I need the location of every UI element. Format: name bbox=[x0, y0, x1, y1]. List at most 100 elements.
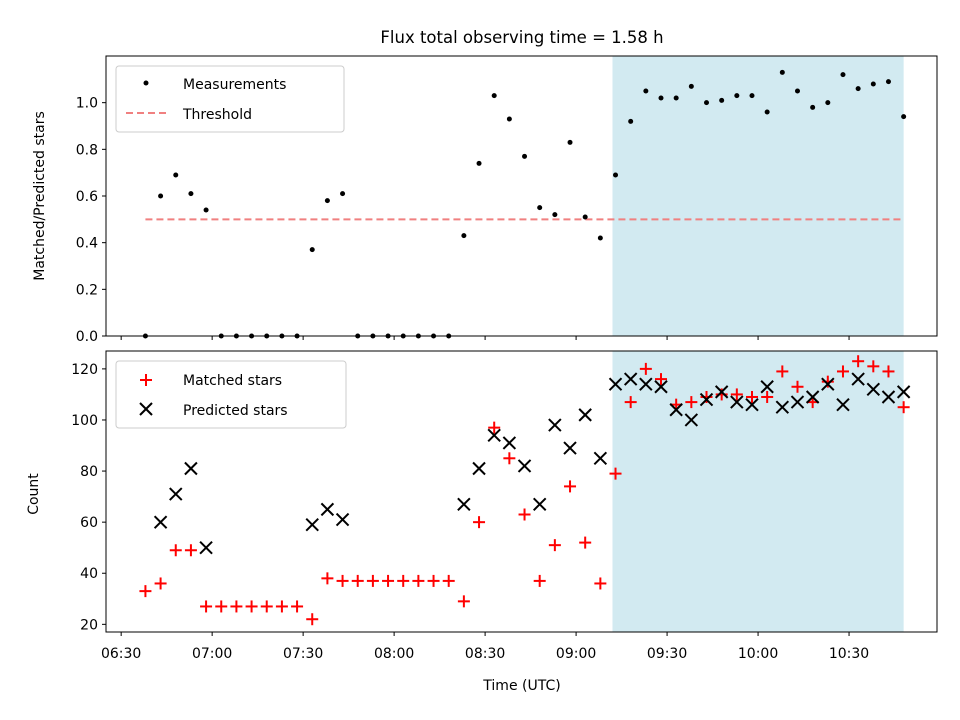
matched-star-point bbox=[473, 516, 486, 529]
matched-star-point bbox=[548, 539, 561, 552]
measurement-point bbox=[885, 79, 891, 85]
measurement-point bbox=[688, 83, 694, 89]
predicted-star-point bbox=[775, 400, 790, 414]
count-axes-frame bbox=[105, 350, 938, 633]
measurement-point bbox=[188, 191, 194, 197]
predicted-star-point bbox=[730, 395, 744, 409]
measurement-point bbox=[901, 114, 907, 120]
measurement-point bbox=[613, 172, 619, 178]
measurement-point bbox=[537, 205, 543, 211]
legend-predicted-label: Predicted stars bbox=[183, 403, 288, 419]
count-panel: 20 40 60 80 100 120 06:30 07:00 07:30 08:00 08:30… bbox=[26, 350, 938, 694]
legend-matched-marker bbox=[140, 374, 152, 386]
predicted-star-point bbox=[669, 403, 683, 417]
predicted-star-point bbox=[184, 461, 198, 476]
measurement-point bbox=[658, 95, 664, 101]
predicted-star-point bbox=[153, 515, 168, 529]
measurement-point bbox=[794, 88, 800, 94]
matched-star-point bbox=[594, 577, 607, 590]
matched-star-point bbox=[230, 600, 243, 613]
measurement-point bbox=[309, 247, 315, 253]
predicted-star-point bbox=[320, 502, 335, 517]
measurement-point bbox=[522, 153, 528, 159]
predicted-star-point bbox=[472, 461, 486, 476]
predicted-star-point bbox=[335, 512, 350, 527]
predicted-star-point bbox=[881, 390, 896, 404]
ratio-y-tick-label: 0.0 bbox=[76, 329, 98, 345]
predicted-star-point bbox=[745, 397, 759, 412]
matched-star-point bbox=[882, 365, 895, 378]
measurement-point bbox=[491, 93, 497, 99]
predicted-star-point bbox=[305, 518, 319, 532]
matched-star-point bbox=[442, 574, 455, 587]
matched-star-point bbox=[715, 388, 728, 401]
predicted-star-point bbox=[851, 372, 865, 386]
matched-star-point bbox=[184, 544, 197, 557]
matched-star-point bbox=[412, 574, 425, 587]
predicted-star-point bbox=[517, 459, 532, 473]
measurement-point bbox=[734, 93, 740, 99]
measurement-point bbox=[340, 191, 346, 197]
measurement-point bbox=[173, 172, 179, 178]
matched-star-point bbox=[321, 572, 334, 585]
matched-star-point bbox=[700, 390, 713, 403]
matched-star-point bbox=[609, 467, 622, 480]
matched-star-point bbox=[260, 600, 273, 613]
matched-star-point bbox=[518, 508, 531, 521]
x-tick-label: 08:00 bbox=[374, 646, 414, 662]
count-legend-box bbox=[115, 360, 347, 429]
matched-star-point bbox=[533, 574, 546, 587]
matched-star-point bbox=[457, 595, 470, 608]
matched-star-point bbox=[579, 536, 592, 549]
matched-star-point bbox=[291, 600, 304, 613]
predicted-star-point bbox=[548, 418, 562, 432]
measurement-point bbox=[779, 69, 785, 75]
measurement-point bbox=[461, 233, 467, 239]
measurement-point bbox=[840, 72, 846, 78]
measurement-point bbox=[552, 212, 558, 218]
predicted-star-point bbox=[896, 385, 911, 399]
predicted-star-point bbox=[684, 413, 699, 427]
matched-star-point bbox=[382, 574, 395, 587]
measurement-point bbox=[749, 93, 755, 99]
predicted-star-point bbox=[639, 377, 653, 391]
predicted-star-point bbox=[699, 392, 714, 407]
count-legend: Matched stars Predicted stars bbox=[115, 360, 347, 429]
matched-star-point bbox=[366, 574, 379, 587]
measurement-point bbox=[567, 139, 573, 145]
matched-star-point bbox=[791, 380, 804, 393]
predicted-star-point bbox=[487, 428, 501, 443]
measurement-point bbox=[764, 109, 770, 115]
ratio-legend-box bbox=[115, 65, 345, 133]
measurement-point bbox=[582, 214, 588, 220]
matched-star-point bbox=[867, 360, 880, 373]
predicted-star-point bbox=[457, 497, 471, 511]
ratio-panel: 0.0 0.2 0.4 0.6 0.8 1.0 Matched/Predicted sta… bbox=[32, 55, 938, 345]
matched-star-point bbox=[655, 373, 668, 386]
ratio-y-tick-label: 0.4 bbox=[76, 236, 98, 252]
matched-star-point bbox=[624, 396, 637, 409]
matched-star-point bbox=[564, 480, 577, 493]
matched-star-point bbox=[397, 574, 410, 587]
measurement-point bbox=[825, 100, 831, 106]
matched-star-point bbox=[336, 574, 349, 587]
measurement-point bbox=[324, 198, 330, 204]
ratio-y-tick-label: 0.8 bbox=[76, 142, 98, 158]
measurement-point bbox=[597, 235, 603, 241]
ratio-legend: Measurements Threshold bbox=[115, 65, 345, 133]
predicted-star-point bbox=[866, 382, 881, 397]
ratio-highlight-span bbox=[612, 56, 904, 336]
predicted-star-point bbox=[760, 380, 774, 394]
count-y-tick-label: 120 bbox=[71, 362, 98, 378]
matched-star-point bbox=[897, 401, 910, 414]
measurement-point bbox=[719, 97, 725, 103]
matched-star-point bbox=[245, 600, 258, 613]
matched-star-point bbox=[169, 544, 182, 557]
predicted-star-point bbox=[836, 397, 850, 412]
count-y-tick-label: 60 bbox=[80, 515, 98, 531]
legend-matched-label: Matched stars bbox=[183, 373, 282, 389]
measurement-point bbox=[506, 116, 512, 122]
predicted-star-point bbox=[169, 487, 183, 501]
x-tick-label: 07:00 bbox=[192, 646, 232, 662]
